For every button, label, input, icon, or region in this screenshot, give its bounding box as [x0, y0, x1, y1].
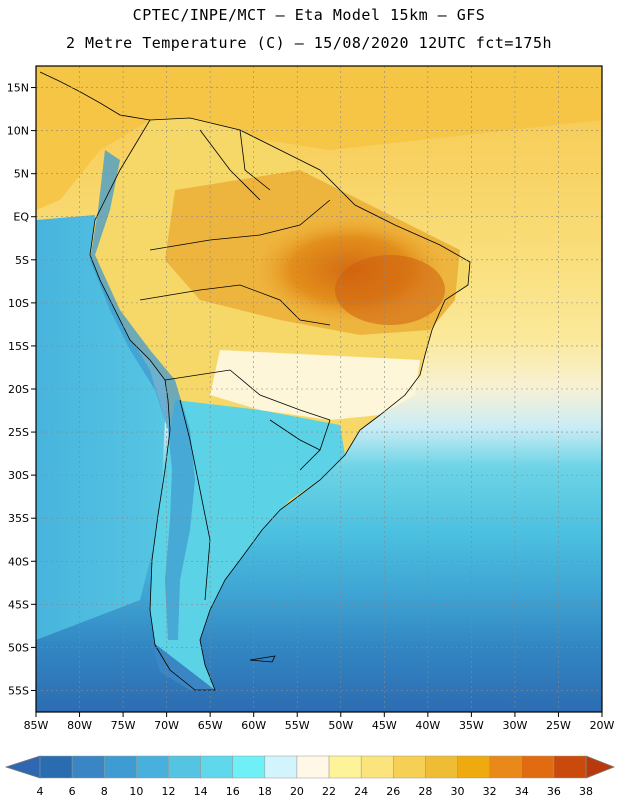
colorbar-swatch: [328, 755, 362, 779]
map-title-line1: CPTEC/INPE/MCT – Eta Model 15km – GFS: [132, 6, 486, 24]
lon-label: 30W: [502, 719, 527, 732]
patagonia-field: [150, 640, 215, 690]
colorbar-tick-label: 18: [258, 785, 272, 798]
lon-label: 55W: [285, 719, 310, 732]
lat-label: 10N: [7, 125, 29, 138]
colorbar-tick-label: 10: [129, 785, 143, 798]
lat-label: 50S: [8, 641, 29, 654]
colorbar-swatch: [103, 755, 137, 779]
lat-label: 25S: [8, 426, 29, 439]
colorbar-swatch: [521, 755, 555, 779]
colorbar-swatch: [553, 755, 587, 779]
colorbar-swatch: [71, 755, 105, 779]
hot-core: [335, 255, 445, 325]
lon-label: 40W: [415, 719, 440, 732]
falkland-islands: [249, 655, 276, 663]
lon-label: 50W: [328, 719, 353, 732]
lat-label: 45S: [8, 598, 29, 611]
map-title-line2: 2 Metre Temperature (C) – 15/08/2020 12U…: [65, 34, 553, 52]
longitude-labels: 85W 80W 75W 70W 65W 60W 55W 50W 45W 40W 35W 30W 25W 2…: [24, 712, 615, 732]
andes-cold-field: [90, 150, 195, 640]
colorbar-swatch: [39, 755, 73, 779]
colorbar-tick-label: 4: [37, 785, 44, 798]
colorbar-high-arrow: [585, 755, 616, 779]
colorbar-swatch: [232, 755, 266, 779]
colorbar-tick-label: 26: [386, 785, 400, 798]
lon-label: 60W: [241, 719, 266, 732]
lon-label: 45W: [372, 719, 397, 732]
colorbar-tick-label: 28: [418, 785, 432, 798]
lon-label: 85W: [24, 719, 49, 732]
colorbar-swatch: [136, 755, 169, 779]
colorbar-swatch: [200, 755, 233, 779]
southern-cool-field: [150, 400, 345, 690]
colorbar-tick-label: 16: [226, 785, 240, 798]
colorbar-tick-label: 34: [515, 785, 529, 798]
lat-label: 55S: [8, 684, 29, 697]
lat-label: 20S: [8, 383, 29, 396]
subtropical-band: [210, 350, 420, 420]
pacific-field: [36, 215, 165, 640]
lat-label: 15N: [7, 82, 29, 95]
lon-label: 80W: [67, 719, 92, 732]
colorbar-swatch: [168, 755, 201, 779]
colorbar-tick-label: 24: [354, 785, 368, 798]
colorbar: 4 6 8 10 12 14 16 18 20 22 24 26 28 30 32 34 36 38: [4, 755, 616, 798]
colorbar-tick-label: 36: [547, 785, 561, 798]
colorbar-swatch: [425, 755, 458, 779]
colorbar-low-arrow: [4, 755, 41, 779]
lat-label: 10S: [8, 297, 29, 310]
lat-label: 40S: [8, 555, 29, 568]
colorbar-tick-label: 38: [579, 785, 593, 798]
colorbar-swatch: [296, 755, 330, 779]
lat-label: 35S: [8, 512, 29, 525]
colorbar-tick-label: 30: [451, 785, 465, 798]
latitude-labels: 15N 10N 5N EQ 5S 10S 15S 20S 25S 30S 35S 40S 45S 50S 5…: [7, 82, 36, 697]
colorbar-tick-label: 32: [483, 785, 497, 798]
lat-label: 15S: [8, 340, 29, 353]
country-borders: [39, 71, 471, 691]
lon-label: 75W: [111, 719, 136, 732]
lat-label: EQ: [13, 211, 29, 224]
colorbar-tick-label: 12: [161, 785, 175, 798]
colorbar-swatch: [457, 755, 490, 779]
colorbar-tick-label: 8: [101, 785, 108, 798]
lat-label: 5S: [15, 254, 29, 267]
caribbean-field: [36, 66, 602, 210]
lat-label: 30S: [8, 469, 29, 482]
lon-label: 20W: [590, 719, 615, 732]
lat-lon-grid: [36, 66, 602, 712]
map-field: [36, 66, 602, 712]
colorbar-swatch: [264, 755, 298, 779]
colorbar-tick-label: 20: [290, 785, 304, 798]
colorbar-swatch: [360, 755, 394, 779]
colorbar-swatch: [489, 755, 523, 779]
colorbar-tick-label: 6: [69, 785, 76, 798]
lat-label: 5N: [14, 168, 29, 181]
colorbar-tick-label: 14: [194, 785, 208, 798]
lon-label: 70W: [154, 719, 179, 732]
lon-label: 35W: [459, 719, 484, 732]
colorbar-swatch: [393, 755, 426, 779]
colorbar-tick-label: 22: [322, 785, 336, 798]
lon-label: 25W: [546, 719, 571, 732]
lon-label: 65W: [198, 719, 223, 732]
